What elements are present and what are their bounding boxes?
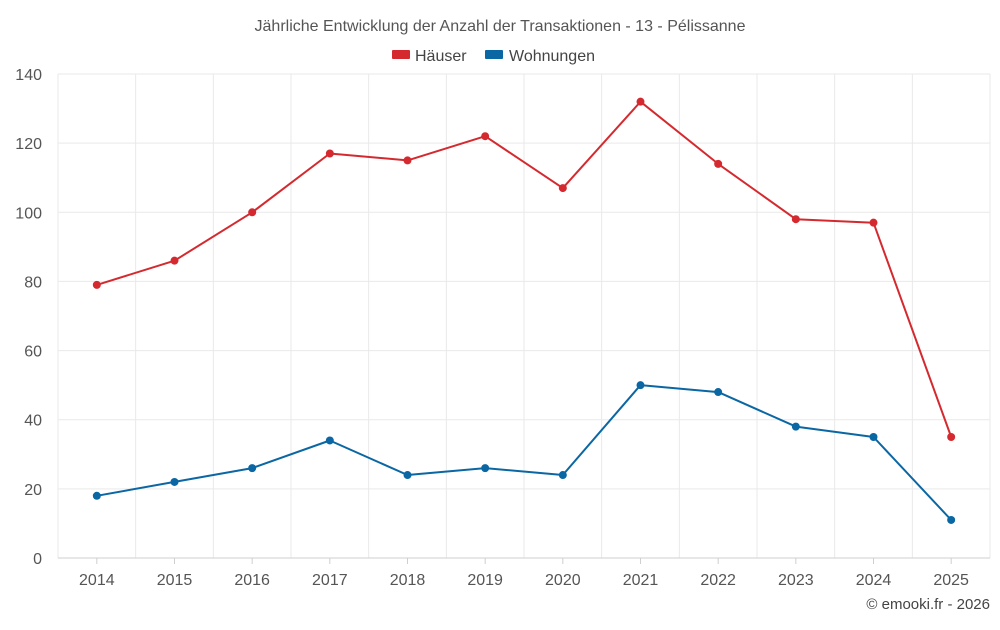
x-tick-label: 2020: [545, 572, 581, 589]
data-point-wohnungen: [92, 491, 101, 500]
data-point-wohnungen: [248, 464, 257, 473]
data-point-wohnungen: [481, 464, 490, 473]
data-point-wohnungen: [636, 381, 645, 390]
data-point-h-user: [170, 256, 179, 265]
chart-title: Jährliche Entwicklung der Anzahl der Tra…: [255, 18, 746, 35]
data-point-wohnungen: [947, 515, 956, 524]
data-point-wohnungen: [869, 433, 878, 441]
data-point-h-user: [636, 97, 645, 106]
data-point-h-user: [714, 159, 723, 168]
data-point-h-user: [403, 156, 412, 165]
chart-axes: 0 20 40 60 80 100 120 140 2014 2015 2016 2017 2018 20…: [15, 67, 990, 589]
legend-label-wohnungen: Wohnungen: [509, 48, 595, 65]
data-point-h-user: [325, 149, 334, 158]
data-point-h-user: [558, 184, 567, 193]
x-tick-label: 2021: [623, 572, 659, 589]
x-tick-label: 2024: [856, 572, 892, 589]
data-point-h-user: [481, 132, 490, 141]
chart-legend: Häuser Wohnungen: [392, 48, 595, 65]
data-point-wohnungen: [714, 388, 723, 397]
series-line-h-user: [96, 100, 953, 438]
legend-swatch-wohnungen: [485, 50, 503, 59]
x-tick-label: 2018: [390, 572, 426, 589]
x-tick-label: 2023: [778, 572, 814, 589]
x-tick-label: 2016: [234, 572, 270, 589]
chart-grid: [57, 73, 991, 558]
y-tick-label: 20: [24, 482, 42, 499]
y-tick-label: 140: [15, 67, 42, 84]
data-point-h-user: [248, 208, 257, 217]
y-tick-label: 40: [24, 413, 42, 430]
y-tick-label: 100: [15, 205, 42, 222]
x-tick-label: 2015: [157, 572, 193, 589]
y-tick-label: 60: [24, 344, 42, 361]
legend-label-h-user: Häuser: [415, 48, 467, 65]
data-point-h-user: [791, 215, 800, 224]
x-tick-label: 2019: [467, 572, 503, 589]
chart-series: [92, 97, 956, 524]
copyright-credit: © emooki.fr - 2026: [866, 596, 990, 613]
y-tick-label: 120: [15, 136, 42, 153]
data-point-wohnungen: [170, 477, 179, 486]
data-point-wohnungen: [325, 436, 334, 445]
legend-swatch-h-user: [392, 50, 410, 59]
x-tick-label: 2014: [79, 572, 115, 589]
data-point-h-user: [947, 433, 956, 441]
data-point-wohnungen: [403, 471, 412, 480]
y-tick-label: 0: [33, 551, 42, 568]
series-line-wohnungen: [96, 384, 952, 521]
x-tick-label: 2017: [312, 572, 348, 589]
data-point-h-user: [869, 218, 878, 227]
x-tick-label: 2025: [933, 572, 969, 589]
data-point-h-user: [92, 280, 101, 289]
data-point-wohnungen: [558, 471, 567, 480]
y-tick-label: 80: [24, 274, 42, 291]
x-tick-label: 2022: [700, 572, 736, 589]
data-point-wohnungen: [791, 422, 800, 431]
